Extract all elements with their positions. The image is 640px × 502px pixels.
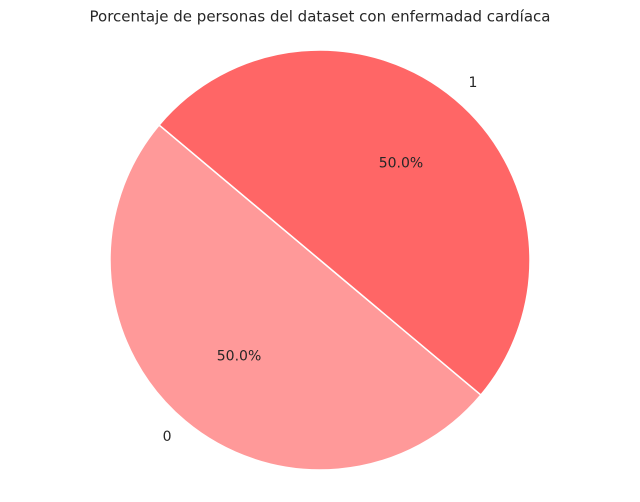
pie-slice (109, 123, 482, 471)
percent-label: 50.0% (217, 349, 261, 365)
chart-title: Porcentaje de personas del dataset con e… (90, 8, 551, 26)
pie-slice (158, 49, 531, 397)
slice-label: 1 (468, 75, 477, 91)
percent-label: 50.0% (379, 155, 423, 171)
slice-label: 0 (163, 429, 172, 445)
